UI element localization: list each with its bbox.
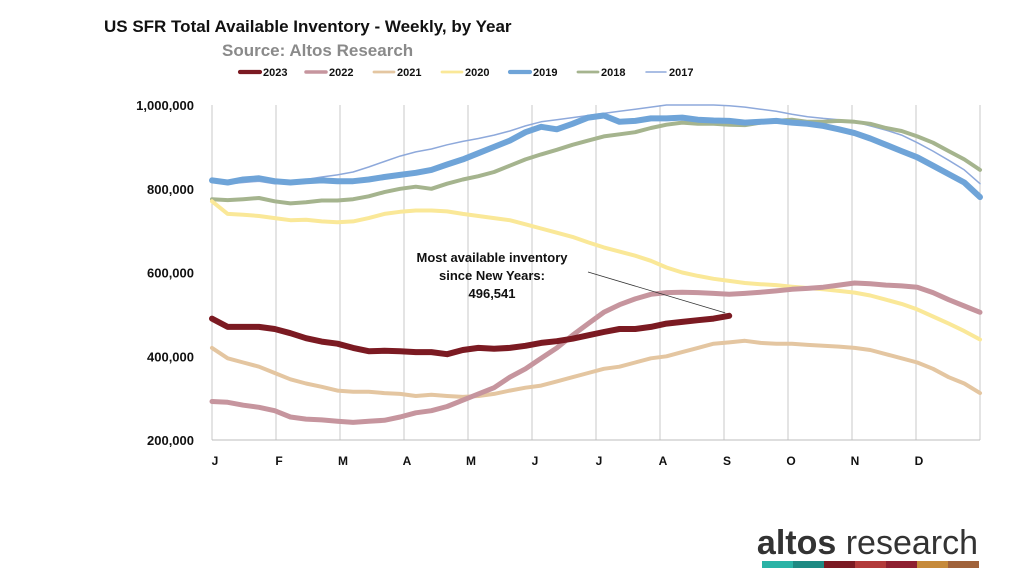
y-tick-label: 200,000 bbox=[147, 433, 194, 448]
series-line-2021 bbox=[210, 338, 982, 399]
x-tick-label: M bbox=[466, 454, 476, 468]
brand-word-light: research bbox=[836, 524, 978, 562]
x-tick-label: O bbox=[786, 454, 795, 468]
annotation: Most available inventory since New Years… bbox=[417, 250, 726, 314]
legend-label-2023: 2023 bbox=[263, 67, 287, 79]
x-tick-label: A bbox=[659, 454, 668, 468]
series-line-2019 bbox=[209, 112, 983, 201]
brand-bar-segment bbox=[855, 561, 886, 568]
brand-wordmark: altos research bbox=[757, 524, 978, 562]
brand-word-bold: altos bbox=[757, 524, 836, 562]
brand-bar-segment bbox=[762, 561, 793, 568]
brand-bar-segment bbox=[886, 561, 917, 568]
x-tick-label: F bbox=[275, 454, 282, 468]
y-tick-label: 1,000,000 bbox=[136, 98, 194, 113]
x-tick-label: N bbox=[851, 454, 860, 468]
y-tick-label: 400,000 bbox=[147, 349, 194, 364]
brand-logo: altos research bbox=[757, 524, 979, 568]
x-tick-label: A bbox=[403, 454, 412, 468]
chart-subtitle: Source: Altos Research bbox=[222, 41, 413, 60]
legend-label-2022: 2022 bbox=[329, 67, 353, 79]
legend-label-2019: 2019 bbox=[533, 67, 557, 79]
x-tick-label: M bbox=[338, 454, 348, 468]
annotation-line-2: since New Years: bbox=[439, 268, 545, 283]
brand-bar-segment bbox=[793, 561, 824, 568]
x-tick-label: S bbox=[723, 454, 731, 468]
brand-bar-segment bbox=[917, 561, 948, 568]
chart-title: US SFR Total Available Inventory - Weekl… bbox=[104, 17, 512, 36]
y-tick-label: 800,000 bbox=[147, 182, 194, 197]
series-line-2022 bbox=[209, 280, 983, 425]
x-tick-label: D bbox=[915, 454, 924, 468]
legend: 2023 2022 2021 2020 2019 2018 2017 bbox=[237, 67, 693, 79]
brand-bar-segment bbox=[824, 561, 855, 568]
series-line-2023 bbox=[209, 312, 733, 358]
y-axis: 200,000 400,000 600,000 800,000 1,000,000 bbox=[136, 98, 194, 448]
brand-color-bar bbox=[762, 561, 979, 568]
series-line-2020 bbox=[210, 199, 982, 342]
legend-label-2018: 2018 bbox=[601, 67, 625, 79]
legend-label-2017: 2017 bbox=[669, 67, 693, 79]
x-tick-label: J bbox=[596, 454, 603, 468]
series-lines bbox=[209, 104, 983, 425]
y-tick-label: 600,000 bbox=[147, 266, 194, 281]
brand-bar-segment bbox=[948, 561, 979, 568]
annotation-line-3: 496,541 bbox=[469, 286, 516, 301]
legend-label-2021: 2021 bbox=[397, 67, 421, 79]
legend-label-2020: 2020 bbox=[465, 67, 489, 79]
annotation-leader-line bbox=[587, 271, 726, 314]
x-tick-label: J bbox=[212, 454, 219, 468]
grid bbox=[211, 105, 981, 441]
x-tick-label: J bbox=[532, 454, 539, 468]
annotation-line-1: Most available inventory bbox=[417, 250, 569, 265]
series-line-2018 bbox=[210, 117, 982, 206]
